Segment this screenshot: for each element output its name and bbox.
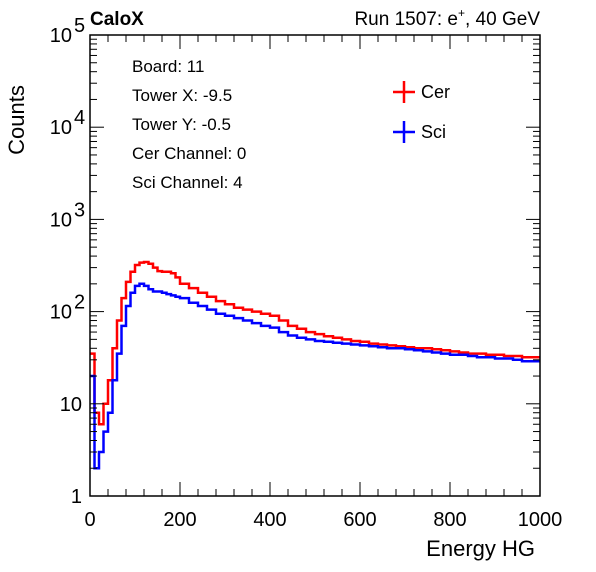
legend-label: Sci xyxy=(421,122,446,142)
y-tick-label: 1 xyxy=(71,486,82,508)
info-line: Cer Channel: 0 xyxy=(132,144,246,163)
y-tick-label: 10 xyxy=(50,25,72,47)
x-tick-label: 0 xyxy=(84,509,95,531)
x-tick-label: 600 xyxy=(343,509,376,531)
x-tick-label: 800 xyxy=(433,509,466,531)
y-tick-label: 10 xyxy=(50,209,72,231)
y-tick-label: 10 xyxy=(50,117,72,139)
info-line: Tower Y: -0.5 xyxy=(132,115,231,134)
x-tick-label: 400 xyxy=(253,509,286,531)
info-line: Board: 11 xyxy=(132,57,204,76)
y-tick-label: 10 xyxy=(50,302,72,324)
info-box: Board: 11 Tower X: -9.5 Tower Y: -0.5 Cer C… xyxy=(132,57,246,192)
series-layer xyxy=(90,260,540,470)
header-right: Run 1507: e+, 40 GeV xyxy=(354,6,540,30)
legend: Cer Sci xyxy=(393,81,450,143)
y-axis-title: Counts xyxy=(4,85,29,155)
x-tick-label: 1000 xyxy=(518,509,563,531)
header-run: Run 1507: e xyxy=(354,9,458,30)
x-tick-label: 200 xyxy=(163,509,196,531)
y-tick-exponent: 5 xyxy=(74,15,85,37)
y-tick-exponent: 3 xyxy=(74,199,85,221)
y-tick-exponent: 4 xyxy=(74,107,85,129)
plot-frame xyxy=(89,34,541,497)
y-tick-label: 10 xyxy=(60,394,82,416)
series-sci-line xyxy=(90,282,540,470)
legend-label: Cer xyxy=(421,82,450,102)
info-line: Tower X: -9.5 xyxy=(132,86,232,105)
header-energy: , 40 GeV xyxy=(465,9,540,30)
header-left: CaloX xyxy=(90,9,144,30)
y-tick-exponent: 2 xyxy=(74,292,85,314)
series-cer-line xyxy=(90,260,540,426)
x-axis-title: Energy HG xyxy=(426,536,535,561)
info-line: Sci Channel: 4 xyxy=(132,173,243,192)
header-charge: + xyxy=(458,6,465,20)
